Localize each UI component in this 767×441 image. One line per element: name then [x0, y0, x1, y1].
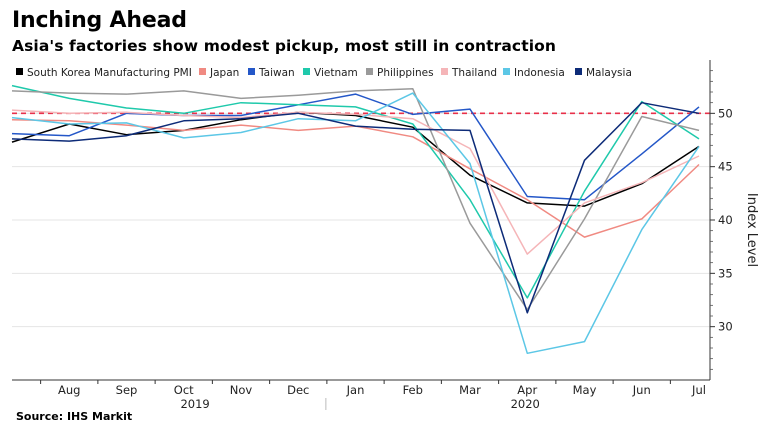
y-tick-label-35: 35 [718, 266, 733, 280]
legend-swatch-south-korea-manufacturing-pmi [16, 68, 23, 75]
x-tick-label-apr-8: Apr [517, 383, 537, 397]
x-tick-label-aug-0: Aug [58, 383, 80, 397]
x-tick-label-jan-5: Jan [346, 383, 365, 397]
legend-label-philippines: Philippines [377, 67, 434, 79]
legend-label-malaysia: Malaysia [586, 67, 632, 79]
legend-label-vietnam: Vietnam [314, 67, 358, 79]
chart-subtitle: Asia's factories show modest pickup, mos… [12, 37, 557, 55]
x-tick-label-oct-2: Oct [174, 383, 194, 397]
series-line-taiwan [11, 93, 700, 201]
y-tick-label-45: 45 [718, 160, 733, 174]
series-line-vietnam [11, 84, 700, 299]
chart-title: Inching Ahead [12, 8, 187, 33]
legend: South Korea Manufacturing PMI Japan Taiwan… [12, 62, 644, 82]
x-tick-label-dec-4: Dec [287, 383, 309, 397]
legend-label-taiwan: Taiwan [258, 67, 295, 79]
series-line-malaysia [11, 101, 700, 314]
legend-swatch-vietnam [303, 68, 310, 75]
year-label-2020: 2020 [511, 397, 540, 411]
legend-swatch-thailand [441, 68, 448, 75]
axes: 30 35 40 45 50 Aug Sep Oct Nov Dec Jan Feb Mar Apr May… [12, 60, 733, 411]
series-lines [11, 84, 700, 355]
series-line-philippines [11, 88, 700, 311]
legend-background [12, 62, 644, 82]
x-tick-label-may-9: May [573, 383, 597, 397]
x-tick-label-sep-1: Sep [116, 383, 138, 397]
source-note: Source: IHS Markit [16, 410, 133, 423]
y-tick-label-30: 30 [718, 320, 733, 334]
legend-swatch-japan [199, 68, 206, 75]
legend-swatch-indonesia [503, 68, 510, 75]
grid-lines [12, 112, 710, 328]
legend-label-thailand: Thailand [451, 67, 497, 79]
y-tick-label-40: 40 [718, 213, 733, 227]
y-tick-label-50: 50 [718, 106, 733, 120]
legend-swatch-malaysia [575, 68, 582, 75]
x-tick-label-jun-10: Jun [632, 383, 651, 397]
y-axis-title: Index Level [744, 193, 759, 267]
legend-swatch-taiwan [248, 68, 255, 75]
x-tick-label-mar-7: Mar [459, 383, 481, 397]
legend-label-japan: Japan [209, 67, 239, 79]
legend-label-south-korea-manufacturing-pmi: South Korea Manufacturing PMI [27, 67, 192, 79]
series-line-thailand [11, 109, 700, 255]
x-tick-label-jul-11: Jul [691, 383, 706, 397]
year-label-2019: 2019 [180, 397, 209, 411]
legend-label-indonesia: Indonesia [514, 67, 565, 79]
series-line-indonesia [11, 92, 700, 355]
x-tick-label-nov-3: Nov [230, 383, 253, 397]
x-tick-label-feb-6: Feb [403, 383, 423, 397]
legend-swatch-philippines [366, 68, 373, 75]
series-line-south-korea-manufacturing-pmi [11, 111, 700, 207]
